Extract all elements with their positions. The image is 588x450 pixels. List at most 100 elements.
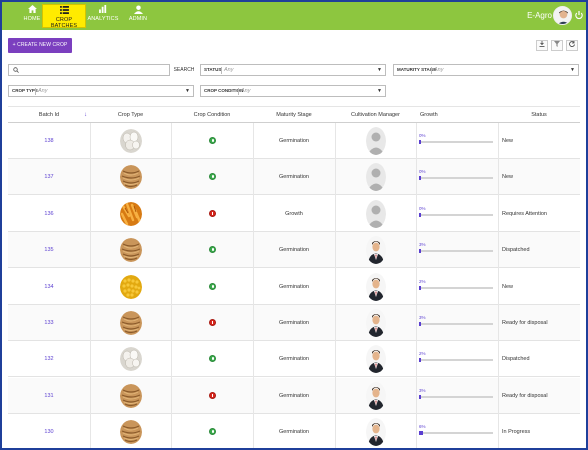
column-divider <box>253 414 254 448</box>
column-header-growth[interactable]: Growth <box>420 112 438 118</box>
filter-separator <box>35 88 36 95</box>
home-icon <box>27 5 37 14</box>
growth-progress-fill <box>419 176 421 181</box>
table-row[interactable]: 130 Germination 6% In Progress <box>8 414 580 448</box>
column-divider <box>498 195 499 233</box>
table-row[interactable]: 134 Germination 2% New <box>8 268 580 305</box>
sort-down-icon[interactable]: ↓ <box>84 112 87 118</box>
table-row[interactable]: 136 Growth 0% Requires Attention <box>8 195 580 233</box>
batch-id-link[interactable]: 134 <box>44 283 54 290</box>
column-divider <box>335 268 336 305</box>
logout-icon[interactable] <box>575 11 583 20</box>
search-input[interactable] <box>8 64 170 76</box>
column-header-crop-condition[interactable]: Crop Condition <box>193 112 231 118</box>
list-icon <box>59 6 69 15</box>
column-divider <box>498 341 499 378</box>
growth-progress-fill <box>419 249 422 254</box>
crop-type-image <box>119 129 142 153</box>
column-divider <box>335 195 336 233</box>
filter-separator <box>238 88 239 95</box>
user-avatar[interactable] <box>553 6 572 25</box>
growth-progress-bar <box>419 431 493 436</box>
column-divider <box>171 268 172 305</box>
batch-id-link[interactable]: 133 <box>44 320 54 326</box>
nav-crop-batches[interactable]: CROP BATCHES <box>42 4 86 29</box>
growth-percent-label: 3% <box>419 242 426 248</box>
maturity-stage-filter-select[interactable]: MATURITY STAGE Any ▼ <box>393 64 579 76</box>
search-button[interactable]: SEARCH <box>173 67 195 73</box>
column-divider <box>90 123 91 160</box>
column-divider <box>335 377 336 415</box>
nav-crop-batches-label: CROP BATCHES <box>50 17 78 29</box>
column-divider <box>335 341 336 378</box>
growth-progress-bar <box>419 358 493 363</box>
download-icon[interactable] <box>536 40 548 51</box>
crop-type-filter-label: CROP TYPE <box>12 88 38 93</box>
column-divider <box>253 341 254 378</box>
status-text: New <box>502 138 514 144</box>
maturity-stage-text: Germination <box>279 392 309 399</box>
column-header-batch-id[interactable]: Batch Id <box>38 112 60 118</box>
column-divider <box>171 232 172 269</box>
column-divider <box>253 305 254 342</box>
table-row[interactable]: 137 Germination 0% New <box>8 159 580 196</box>
batch-id-link[interactable]: 137 <box>44 174 54 181</box>
growth-progress-bar <box>419 176 493 181</box>
create-crop-case-button[interactable]: + CREATE NEW CROP CASE <box>8 38 72 63</box>
column-divider <box>335 159 336 196</box>
column-header-maturity-stage[interactable]: Maturity Stage <box>276 112 312 118</box>
column-header-crop-type[interactable]: Crop Type <box>117 112 144 118</box>
status-text: New <box>502 283 514 290</box>
nav-home[interactable]: HOME <box>10 4 54 28</box>
refresh-icon[interactable] <box>566 40 578 51</box>
column-divider <box>90 305 91 342</box>
batch-id-link[interactable]: 132 <box>44 356 54 363</box>
column-divider <box>498 159 499 196</box>
maturity-stage-filter-value: Any <box>434 67 444 73</box>
crop-type-filter-value: Any <box>38 88 48 94</box>
batch-id-link[interactable]: 138 <box>44 138 54 144</box>
batch-id-link[interactable]: 131 <box>44 392 54 399</box>
filter-icon[interactable] <box>551 40 563 51</box>
crop-condition-filter-label: CROP CONDITION <box>204 88 244 93</box>
crop-type-image <box>119 420 142 445</box>
column-divider <box>416 414 417 448</box>
table-row[interactable]: 132 Germination 2% Dispatched <box>8 341 580 378</box>
filter-separator <box>221 67 222 74</box>
cultivation-manager-avatar <box>365 236 386 265</box>
column-divider <box>335 232 336 269</box>
column-divider <box>335 414 336 448</box>
status-filter-label: STATUS <box>204 67 222 72</box>
cultivation-manager-avatar <box>365 272 386 301</box>
column-header-status[interactable]: Status <box>531 112 547 118</box>
status-text: Requires Attention <box>502 210 547 217</box>
crop-type-filter-select[interactable]: CROP TYPE Any ▼ <box>8 85 194 97</box>
crop-condition-icon <box>208 355 216 363</box>
crop-condition-filter-select[interactable]: CROP CONDITION Any ▼ <box>200 85 386 97</box>
batch-id-link[interactable]: 135 <box>44 247 54 254</box>
maturity-stage-text: Growth <box>285 210 303 217</box>
table-row[interactable]: 138 Germination 0% New <box>8 123 580 160</box>
growth-progress-fill <box>419 431 424 436</box>
cultivation-manager-avatar <box>365 345 386 374</box>
batch-id-link[interactable]: 136 <box>44 210 54 217</box>
table-row[interactable]: 131 Germination 3% Ready for disposal <box>8 377 580 415</box>
status-text: New <box>502 174 514 181</box>
table-row[interactable]: 133 Germination 3% Ready for disposal <box>8 305 580 342</box>
nav-admin[interactable]: ADMIN <box>120 4 156 28</box>
column-divider <box>416 195 417 233</box>
growth-progress-bar <box>419 394 493 399</box>
column-header-cultivation-manager[interactable]: Cultivation Manager <box>351 112 400 118</box>
growth-progress-fill <box>419 212 421 217</box>
maturity-stage-text: Germination <box>279 283 309 290</box>
search-text-field[interactable] <box>21 66 166 74</box>
status-filter-select[interactable]: STATUS Any ▼ <box>200 64 386 76</box>
batch-id-link[interactable]: 130 <box>44 429 54 436</box>
table-row[interactable]: 135 Germination 3% Dispatched <box>8 232 580 269</box>
column-divider <box>416 305 417 342</box>
column-divider <box>171 305 172 342</box>
nav-analytics[interactable]: ANALYTICS <box>84 4 122 28</box>
crop-condition-icon <box>208 209 216 217</box>
status-text: Dispatched <box>502 356 530 363</box>
